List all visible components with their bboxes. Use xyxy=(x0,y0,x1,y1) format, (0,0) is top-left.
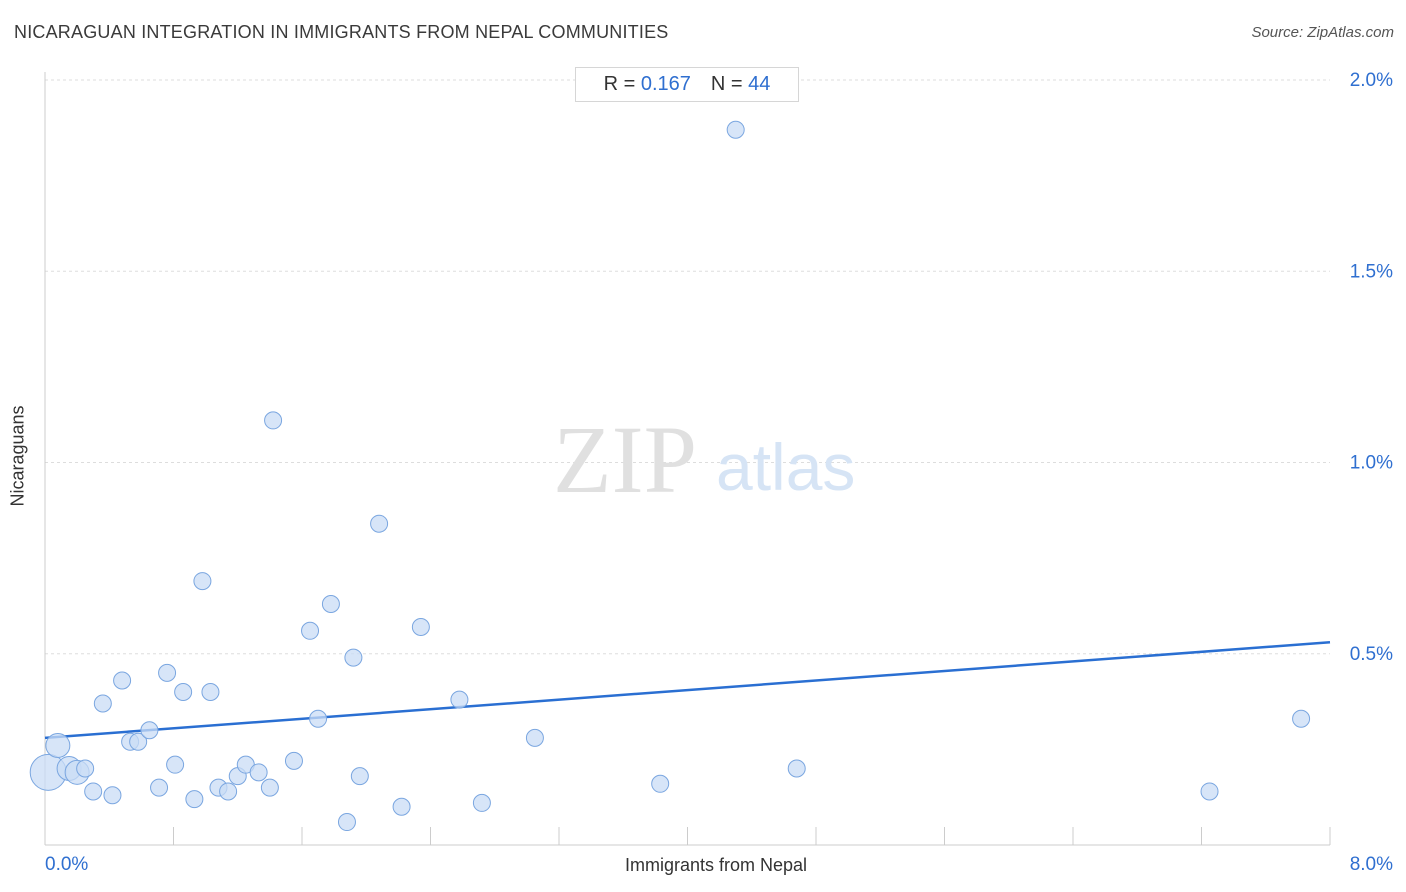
x-tick-label: 0.0% xyxy=(45,854,88,875)
data-point xyxy=(301,621,320,640)
data-point xyxy=(140,721,159,740)
data-point xyxy=(76,759,95,778)
data-point xyxy=(525,728,544,747)
r-value: 0.167 xyxy=(640,73,691,95)
data-point xyxy=(726,120,745,139)
data-point xyxy=(84,782,103,801)
y-tick-label: 1.5% xyxy=(1350,261,1393,282)
data-point xyxy=(166,755,185,774)
data-point xyxy=(193,572,212,591)
data-point xyxy=(344,648,363,667)
data-point xyxy=(472,793,491,812)
n-label: N = xyxy=(710,73,743,95)
y-tick-label: 1.0% xyxy=(1350,453,1393,474)
x-axis-title: Immigrants from Nepal xyxy=(625,855,807,875)
data-point xyxy=(129,732,148,751)
n-value: 44 xyxy=(748,73,771,95)
data-point xyxy=(337,813,356,832)
data-point xyxy=(260,778,279,797)
trend-line-layer xyxy=(44,641,1331,740)
watermark-zip: ZIP xyxy=(553,406,697,513)
y-tick-label: 0.5% xyxy=(1350,644,1393,665)
tick-labels: 0.5% 1.0% 1.5% 2.0% 0.0% 8.0% xyxy=(45,70,1393,875)
data-point xyxy=(1292,709,1311,728)
watermark-atlas: atlas xyxy=(716,430,855,504)
data-point xyxy=(321,595,340,614)
data-point xyxy=(158,663,177,682)
data-points xyxy=(29,120,1311,832)
data-point xyxy=(93,694,112,713)
data-point xyxy=(219,782,238,801)
x-tick-label: 8.0% xyxy=(1350,854,1393,875)
watermark: ZIP atlas xyxy=(553,406,855,513)
data-point xyxy=(1200,782,1219,801)
data-point xyxy=(450,690,469,709)
data-point xyxy=(45,733,71,759)
y-axis-title: Nicaraguans xyxy=(7,405,28,507)
data-point xyxy=(174,683,193,701)
data-point xyxy=(309,709,328,728)
data-point xyxy=(284,751,303,770)
data-point xyxy=(350,767,369,786)
data-point xyxy=(651,774,670,793)
source-credit: Source: ZipAtlas.com xyxy=(1251,24,1394,41)
data-point xyxy=(370,514,389,533)
data-point xyxy=(201,683,220,701)
data-point xyxy=(787,759,806,778)
data-point xyxy=(113,671,132,690)
data-point xyxy=(150,778,169,797)
trend-line xyxy=(44,641,1331,740)
data-point xyxy=(392,797,411,816)
stats-box: R = 0.167 N = 44 xyxy=(575,67,799,102)
data-point xyxy=(249,763,268,782)
chart-title: NICARAGUAN INTEGRATION IN IMMIGRANTS FRO… xyxy=(14,22,669,42)
data-point xyxy=(411,617,430,636)
data-point xyxy=(264,411,283,430)
data-point xyxy=(185,790,204,809)
gridlines xyxy=(45,79,1330,655)
data-point xyxy=(103,786,122,805)
axes xyxy=(44,72,1331,846)
y-tick-label: 2.0% xyxy=(1350,70,1393,91)
r-label: R = xyxy=(603,73,636,95)
